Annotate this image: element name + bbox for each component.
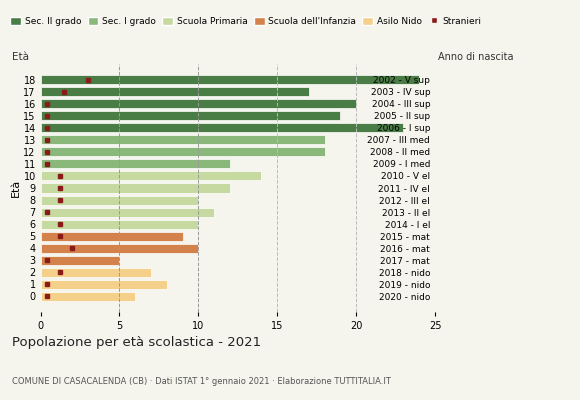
Bar [41,196,198,204]
Bar [41,244,198,253]
Bar [41,111,340,120]
Text: Età: Età [12,52,28,62]
Bar [41,292,135,301]
Bar [41,208,214,216]
Bar [41,280,167,289]
Bar [41,135,325,144]
Bar [41,148,325,156]
Text: Popolazione per età scolastica - 2021: Popolazione per età scolastica - 2021 [12,336,261,349]
Bar [41,220,198,228]
Bar [41,160,230,168]
Bar [41,123,404,132]
Bar [41,87,309,96]
Bar [41,184,230,192]
Bar [41,172,262,180]
Legend: Sec. II grado, Sec. I grado, Scuola Primaria, Scuola dell'Infanzia, Asilo Nido, : Sec. II grado, Sec. I grado, Scuola Prim… [10,16,481,26]
Bar [41,256,119,265]
Bar [41,268,151,277]
Y-axis label: Età: Età [10,179,20,197]
Bar [41,99,356,108]
Text: Anno di nascita: Anno di nascita [438,52,513,62]
Text: COMUNE DI CASACALENDA (CB) · Dati ISTAT 1° gennaio 2021 · Elaborazione TUTTITALI: COMUNE DI CASACALENDA (CB) · Dati ISTAT … [12,377,390,386]
Bar [41,232,183,241]
Bar [41,75,419,84]
